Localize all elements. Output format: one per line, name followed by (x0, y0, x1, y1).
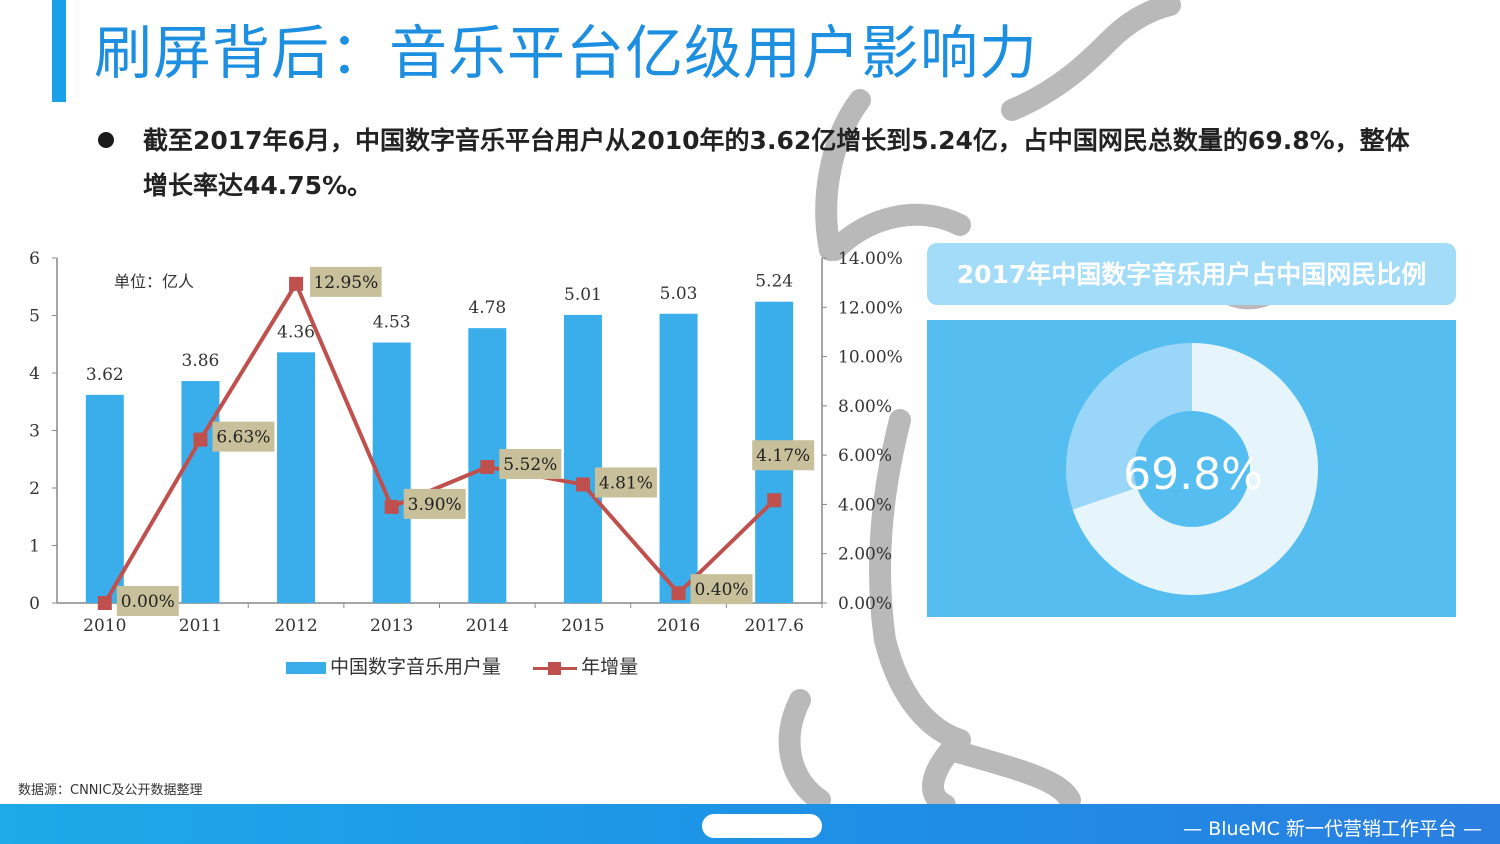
bar-label-2016: 5.03 (660, 284, 698, 304)
x-tick-label: 2017.6 (744, 616, 803, 636)
title-accent-bar (52, 0, 66, 102)
growth-label-2015: 4.81% (599, 473, 653, 493)
growth-marker-2016 (671, 586, 686, 601)
growth-label-2017.6: 4.17% (756, 446, 810, 466)
legend-line-swatch (533, 661, 578, 675)
growth-label-box-2012 (310, 266, 382, 297)
bar-label-2015: 5.01 (564, 285, 602, 305)
growth-marker-2014 (480, 459, 495, 474)
bar-label-2012: 4.36 (277, 322, 315, 342)
growth-label-box-2010 (116, 586, 179, 616)
growth-marker-2010 (97, 596, 112, 610)
y-right-tick-label: 6.00% (838, 446, 892, 466)
growth-label-2011: 6.63% (216, 428, 270, 448)
x-tick-label: 2010 (83, 616, 126, 636)
donut-chart (1066, 343, 1318, 595)
footer-brand-text: — BlueMC 新一代营销工作平台 — (1183, 818, 1482, 840)
y-left-tick-label: 4 (29, 364, 40, 384)
bar-label-2011: 3.86 (182, 351, 220, 371)
legend-label-users: 中国数字音乐用户量 (330, 656, 502, 678)
chart-legend: 中国数字音乐用户量 年增量 (286, 652, 638, 679)
growth-label-box-2013 (403, 488, 466, 519)
legend-bar-swatch (286, 661, 326, 674)
donut-hole (1134, 411, 1250, 527)
bar-2010 (85, 394, 124, 603)
bar-label-2013: 4.53 (373, 313, 411, 333)
y-right-tick-label: 2.00% (838, 545, 892, 565)
legend-item-users: 中国数字音乐用户量 (286, 656, 501, 678)
summary-bullet: 截至2017年6月，中国数字音乐平台用户从2010年的3.62亿增长到5.24亿… (143, 126, 1410, 200)
growth-label-2016: 0.40% (695, 580, 749, 600)
x-tick-label: 2016 (657, 616, 700, 636)
growth-marker-2012 (289, 276, 304, 291)
bar-label-2014: 4.78 (468, 298, 506, 318)
bar-2012 (277, 352, 316, 603)
growth-label-box-2016 (690, 574, 753, 605)
y-right-tick-label: 14.00% (838, 249, 903, 269)
y-left-tick-label: 6 (29, 249, 40, 269)
growth-label-2010: 0.00% (121, 592, 175, 612)
legend-label-growth: 年增量 (581, 656, 639, 678)
y-left-tick-label: 5 (29, 307, 40, 327)
bar-label-2017.6: 5.24 (755, 272, 793, 292)
growth-label-2013: 3.90% (408, 495, 462, 515)
y-left-tick-label: 3 (29, 422, 40, 442)
pie-title: 2017年中国数字音乐用户占中国网民比例 (956, 260, 1427, 289)
x-tick-label: 2013 (370, 616, 413, 636)
pie-center-label: 69.8% (1123, 449, 1263, 500)
growth-label-box-2017.6 (752, 440, 815, 471)
pie-title-box (927, 243, 1456, 305)
growth-label-2012: 12.95% (313, 273, 378, 293)
growth-label-box-2015 (594, 467, 657, 498)
bar-2016 (659, 313, 698, 603)
y-left-tick-label: 1 (29, 537, 40, 557)
y-left-tick-label: 2 (29, 479, 40, 499)
y-right-tick-label: 10.00% (838, 348, 903, 368)
legend-item-growth: 年增量 (533, 652, 638, 679)
bullet-dot (98, 132, 114, 148)
x-tick-label: 2012 (274, 616, 317, 636)
data-source-note: 数据源：CNNIC及公开数据整理 (18, 783, 203, 798)
growth-marker-2017.6 (767, 493, 782, 508)
growth-label-box-2014 (499, 448, 562, 479)
x-tick-label: 2011 (179, 616, 222, 636)
x-tick-label: 2015 (561, 616, 604, 636)
unit-note: 单位：亿人 (114, 272, 194, 291)
growth-label-2014: 5.52% (503, 455, 557, 475)
combo-chart: 0 1 2 3 4 5 6 0.00% 2.00% 4.00% 6.00% 8.00% 10.00% 12… (29, 249, 903, 636)
growth-marker-2011 (193, 432, 208, 447)
page-title: 刷屏背后：音乐平台亿级用户影响力 (94, 19, 1039, 87)
footer-pill (702, 814, 822, 838)
growth-label-box-2011 (212, 421, 275, 452)
y-right-tick-label: 8.00% (838, 397, 892, 417)
growth-marker-2013 (384, 499, 399, 514)
y-right-tick-label: 4.00% (838, 495, 892, 515)
bar-label-2010: 3.62 (86, 365, 124, 385)
y-right-tick-label: 0.00% (838, 594, 892, 614)
growth-marker-2015 (575, 477, 590, 492)
y-right-tick-label: 12.00% (838, 298, 903, 318)
y-left-tick-label: 0 (29, 594, 40, 614)
bar-2015 (563, 314, 602, 603)
growth-line (103, 279, 776, 605)
x-tick-label: 2014 (466, 616, 509, 636)
